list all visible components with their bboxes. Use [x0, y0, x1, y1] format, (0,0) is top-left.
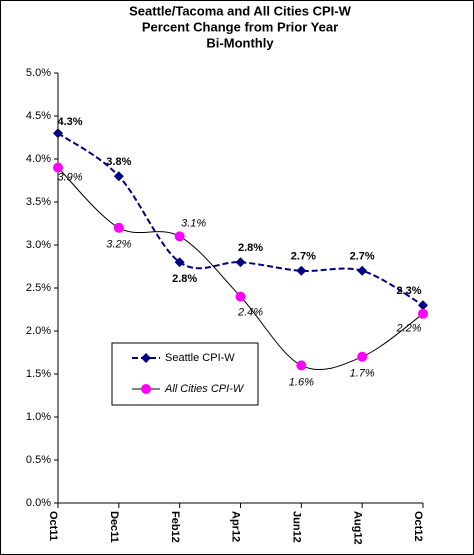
marker: [235, 257, 246, 268]
legend-label: Seattle CPI-W: [165, 352, 235, 364]
marker: [174, 257, 185, 268]
y-tick-label: 1.5%: [26, 368, 51, 380]
y-tick-label: 1.0%: [26, 411, 51, 423]
x-tick-label: Apr12: [230, 511, 242, 542]
y-tick-label: 2.5%: [26, 282, 51, 294]
chart-title: Seattle/Tacoma and All Cities CPI-W: [129, 3, 351, 18]
marker: [418, 308, 428, 319]
y-tick-label: 3.5%: [26, 196, 51, 208]
x-tick-label: Jun12: [290, 511, 302, 543]
marker: [357, 351, 368, 362]
x-tick-label: Feb12: [169, 511, 181, 543]
legend-label: All Cities CPI-W: [164, 383, 245, 395]
marker: [296, 360, 307, 371]
data-label: 1.6%: [289, 376, 314, 388]
data-label: 2.7%: [291, 251, 316, 263]
data-label: 3.9%: [57, 172, 82, 184]
marker: [53, 162, 63, 173]
data-label: 3.1%: [181, 217, 206, 229]
marker: [174, 231, 185, 242]
y-tick-label: 2.0%: [26, 325, 51, 337]
y-tick-label: 4.5%: [26, 110, 51, 122]
x-tick-label: Dec11: [108, 511, 120, 543]
data-label: 2.8%: [238, 242, 263, 254]
y-tick-label: 0.5%: [26, 454, 51, 466]
y-tick-label: 4.0%: [26, 153, 51, 165]
marker: [357, 265, 368, 276]
data-label: 4.3%: [57, 116, 82, 128]
data-label: 2.4%: [237, 307, 263, 319]
marker: [53, 128, 63, 139]
marker: [141, 384, 151, 394]
x-tick-label: Oct11: [47, 511, 59, 541]
marker: [141, 353, 151, 363]
data-label: 1.7%: [350, 368, 375, 380]
y-tick-label: 0.0%: [26, 497, 51, 509]
y-tick-label: 3.0%: [26, 239, 51, 251]
data-label: 3.2%: [106, 239, 131, 251]
y-tick-label: 5.0%: [26, 67, 51, 79]
chart-title: Bi-Monthly: [206, 35, 274, 50]
data-label: 2.3%: [396, 285, 421, 297]
legend: [111, 342, 259, 406]
marker: [418, 300, 428, 311]
x-tick-label: Aug12: [351, 511, 363, 545]
data-label: 2.7%: [350, 251, 375, 263]
marker: [235, 291, 246, 302]
data-label: 3.8%: [106, 156, 131, 168]
marker: [113, 171, 124, 182]
data-label: 2.2%: [395, 323, 421, 335]
x-tick-label: Oct12: [412, 511, 424, 542]
marker: [296, 265, 307, 276]
data-label: 2.8%: [172, 273, 197, 285]
chart-title: Percent Change from Prior Year: [142, 19, 338, 34]
marker: [113, 222, 124, 233]
